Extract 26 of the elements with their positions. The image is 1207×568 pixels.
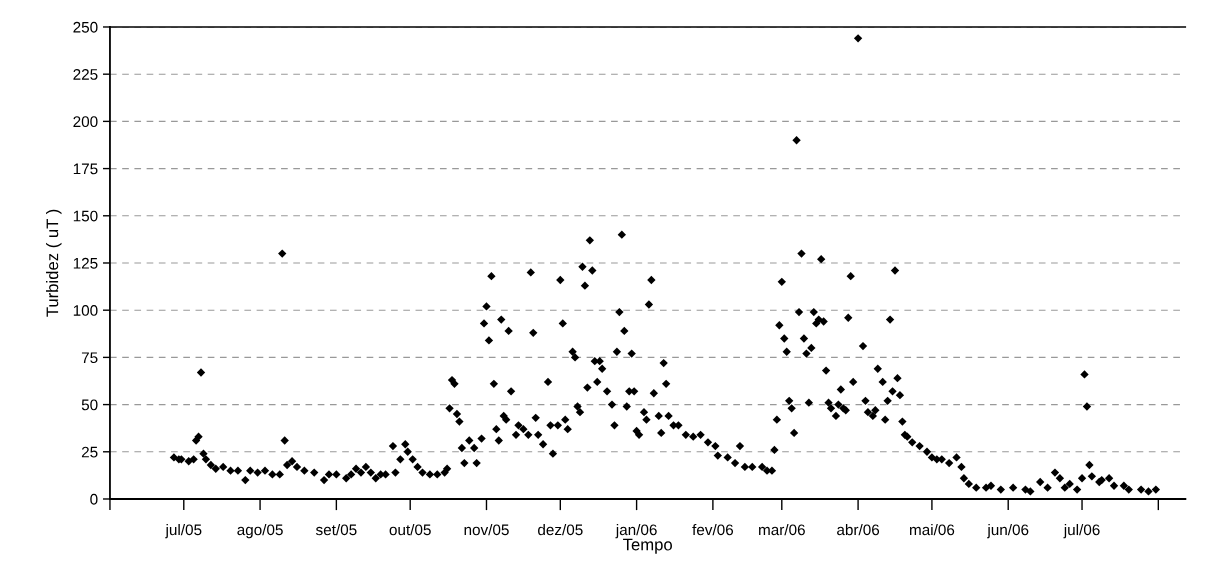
y-tick-label: 50 — [81, 399, 98, 411]
x-axis-title: Tempo — [623, 538, 672, 554]
x-tick-label: set/05 — [315, 523, 357, 536]
y-tick-label: 150 — [73, 210, 98, 222]
y-axis-title: Turbidez ( uT ) — [46, 209, 62, 317]
x-tick-label: abr/06 — [837, 523, 880, 536]
x-tick-label: jan/06 — [615, 523, 657, 539]
y-tick-label: 0 — [90, 493, 98, 505]
y-tick-label: 225 — [73, 69, 98, 80]
x-tick-label: jun/06 — [987, 523, 1029, 539]
x-tick-label: dez/05 — [538, 523, 583, 536]
y-tick-label: 250 — [73, 21, 98, 33]
x-tick-label: jul/06 — [1063, 523, 1100, 539]
x-tick-label: fev/06 — [692, 523, 734, 536]
x-tick-label: mai/06 — [910, 523, 955, 536]
x-tick-label: mar/06 — [759, 523, 805, 536]
x-tick-label: ago/05 — [237, 523, 283, 539]
y-tick-label: 125 — [73, 257, 98, 269]
y-tick-label: 100 — [73, 305, 98, 316]
x-tick-label: jul/05 — [165, 523, 202, 539]
y-tick-label: 175 — [73, 163, 98, 175]
y-tick-label: 75 — [81, 352, 98, 364]
y-tick-label: 200 — [73, 116, 98, 128]
y-tick-label: 25 — [81, 446, 98, 458]
x-tick-label: out/05 — [389, 523, 431, 536]
x-tick-label: nov/05 — [464, 523, 509, 536]
